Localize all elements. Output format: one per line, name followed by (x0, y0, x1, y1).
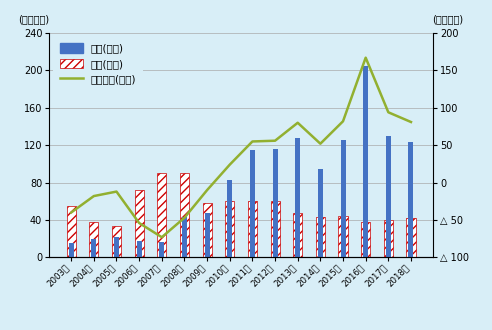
Bar (112, 226, 121, 257)
Bar (250, 150, 255, 257)
Bar (295, 138, 300, 257)
Bar (135, 190, 144, 257)
Bar (271, 201, 279, 257)
Text: (百万ドル): (百万ドル) (432, 14, 463, 24)
Bar (92, 239, 96, 257)
Bar (137, 241, 142, 257)
Bar (227, 180, 232, 257)
Bar (384, 220, 393, 257)
Bar (180, 173, 189, 257)
Bar (338, 216, 347, 257)
Bar (293, 213, 302, 257)
Bar (182, 217, 187, 257)
Bar (316, 217, 325, 257)
Bar (225, 201, 234, 257)
Bar (157, 173, 166, 257)
Bar (69, 244, 74, 257)
Bar (205, 213, 210, 257)
Bar (363, 66, 368, 257)
Bar (66, 206, 76, 257)
Bar (406, 218, 416, 257)
Text: (百万ドル): (百万ドル) (19, 14, 50, 24)
Bar (114, 237, 119, 257)
Bar (248, 201, 257, 257)
Bar (361, 222, 370, 257)
Bar (318, 169, 323, 257)
Bar (408, 143, 413, 257)
Bar (386, 136, 391, 257)
Bar (159, 242, 164, 257)
Bar (273, 149, 277, 257)
Bar (89, 222, 98, 257)
Bar (203, 203, 212, 257)
Legend: 輸出(左軸), 輸入(左軸), 賿易収支(右軸): 輸出(左軸), 輸入(左軸), 賿易収支(右軸) (53, 37, 143, 91)
Bar (340, 140, 345, 257)
